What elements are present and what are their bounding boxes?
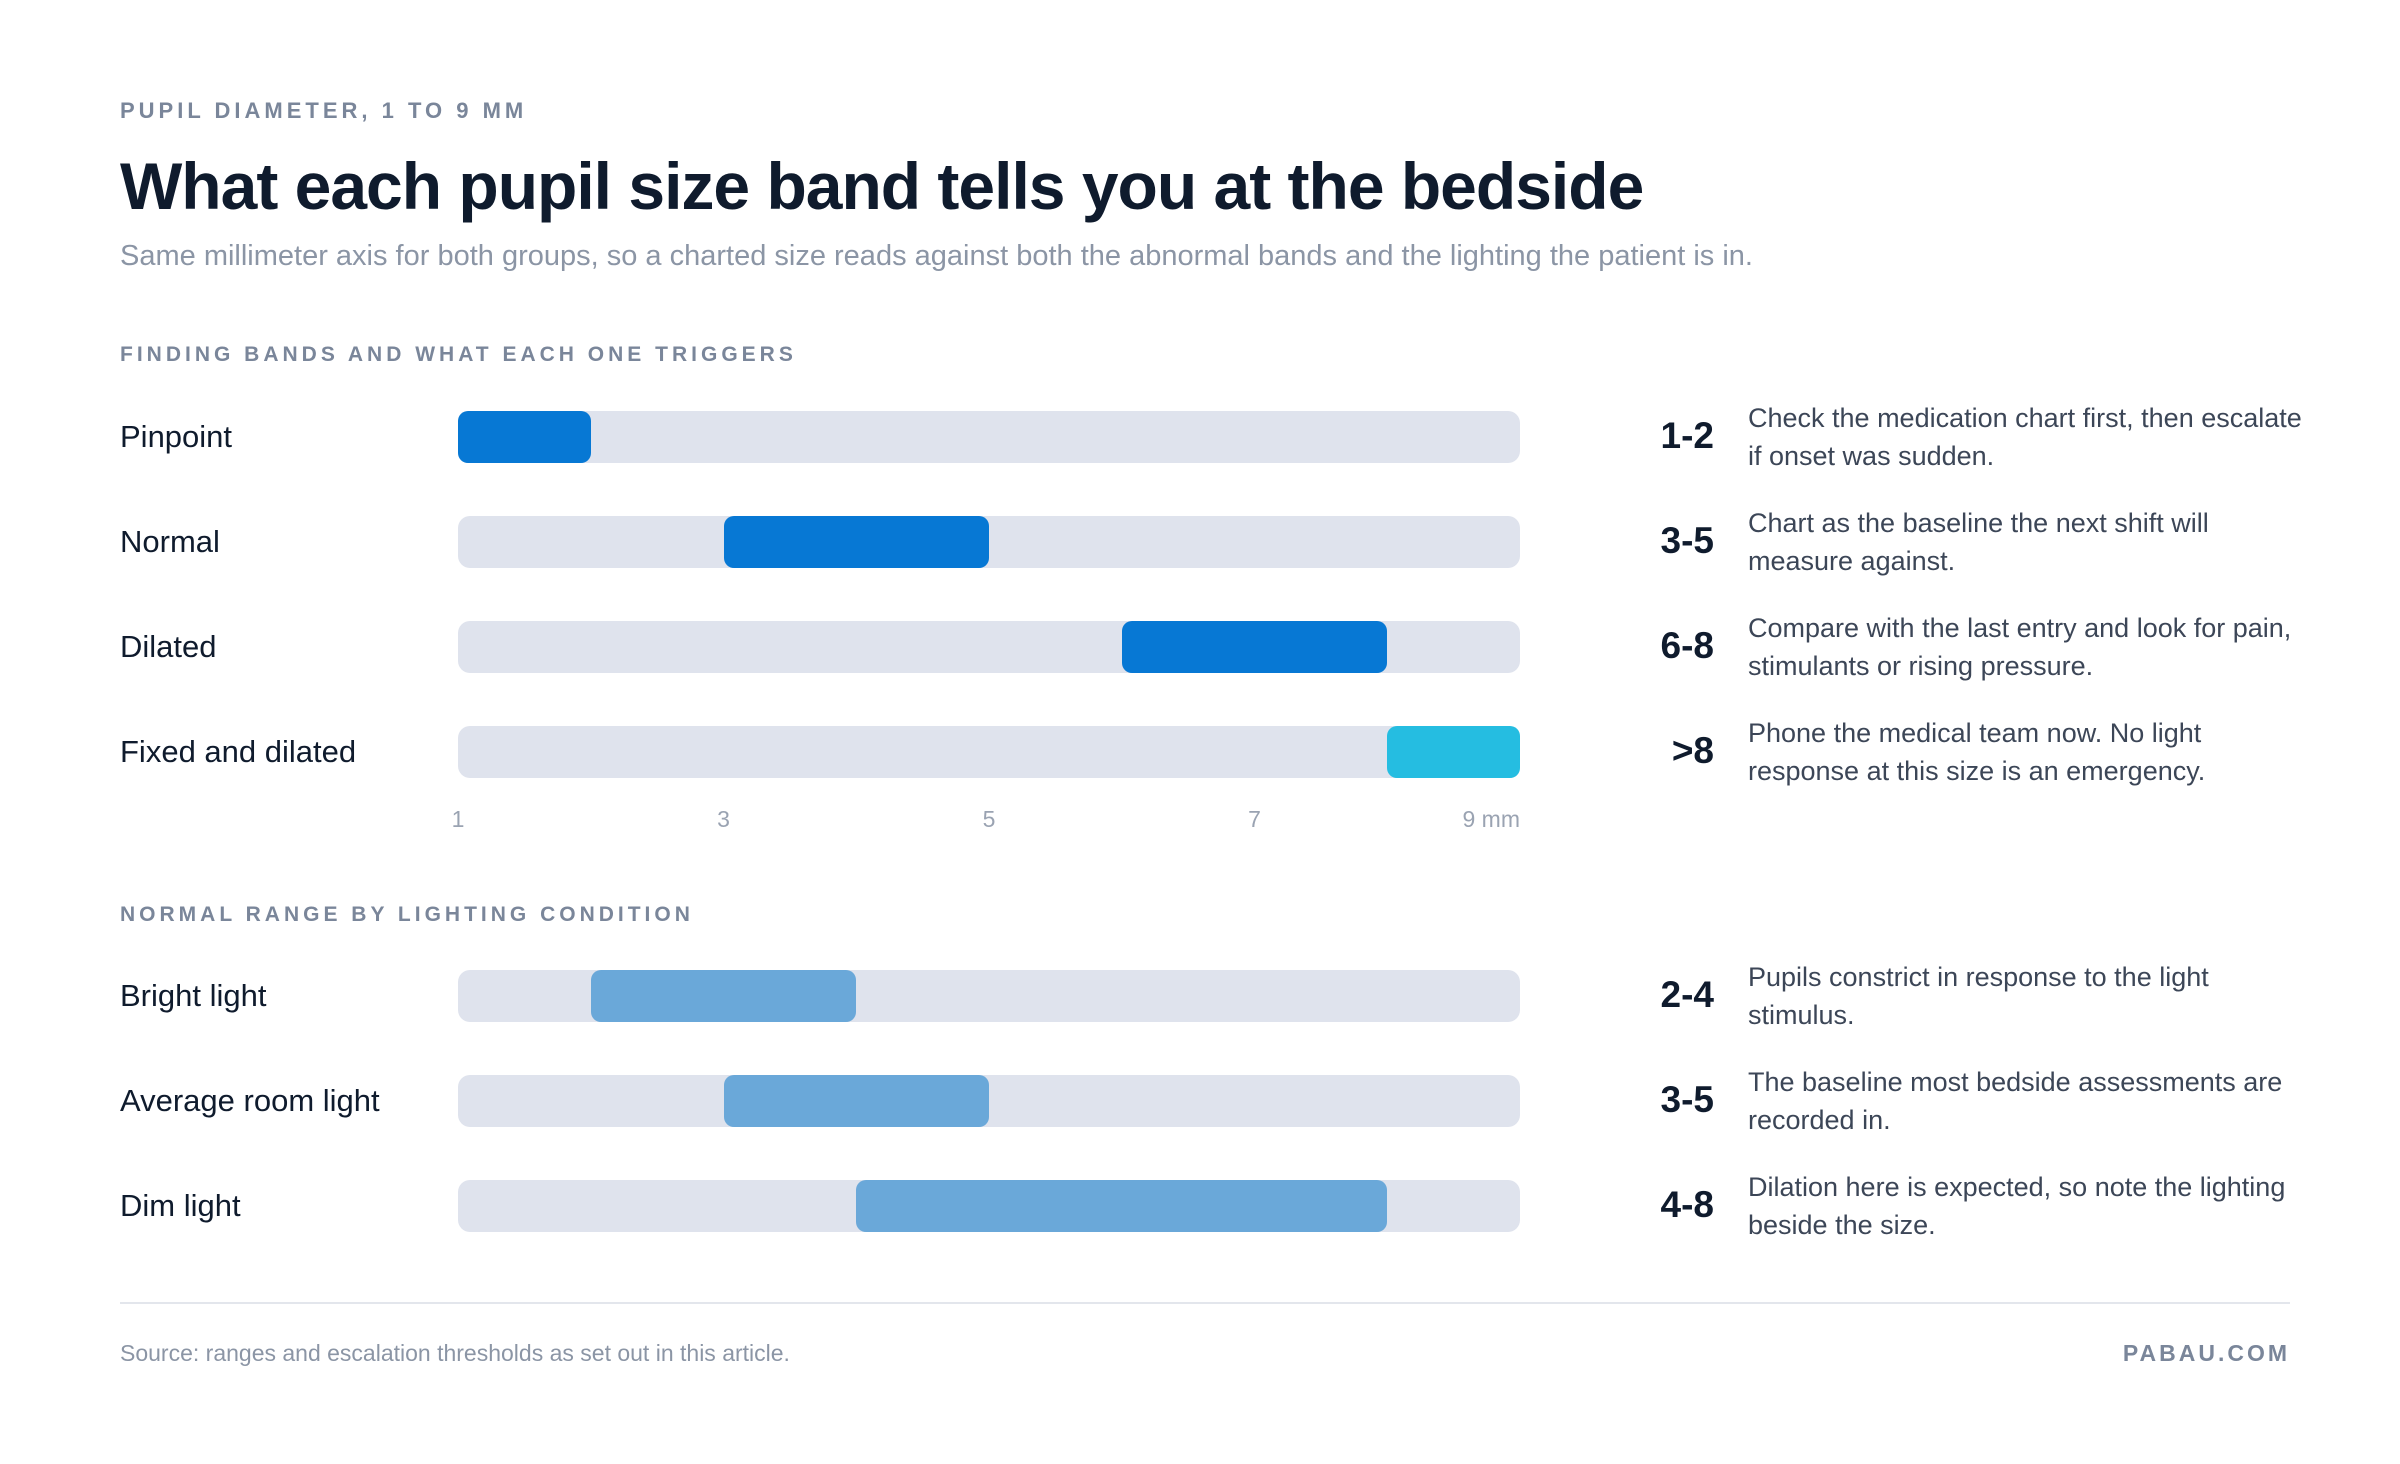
bar-fill (1387, 726, 1520, 778)
source-note: Source: ranges and escalation thresholds… (120, 1340, 790, 1366)
bar-fill (1121, 621, 1388, 673)
range-note: Pupils constrict in response to the ligh… (1748, 962, 2209, 1030)
axis-tick-label: 5 (982, 806, 996, 832)
range-value: 4-8 (1660, 1184, 1714, 1225)
bar-fill (856, 1180, 1388, 1232)
axis-tick-label: 7 (1248, 806, 1261, 832)
range-note: Phone the medical team now. No light res… (1748, 718, 2206, 786)
divider (120, 1302, 2290, 1304)
range-value: 2-4 (1660, 974, 1714, 1015)
range-value: 6-8 (1660, 625, 1714, 666)
range-note: Chart as the baseline the next shift wil… (1748, 508, 2209, 576)
bar-track (458, 1180, 1520, 1232)
section-title: FINDING BANDS AND WHAT EACH ONE TRIGGERS (120, 343, 797, 366)
bar-track (458, 516, 1520, 568)
bar-fill (458, 411, 591, 463)
row-label: Dim light (120, 1188, 241, 1223)
row-label: Fixed and dilated (120, 734, 357, 769)
row-label: Dilated (120, 629, 217, 664)
range-note: Compare with the last entry and look for… (1748, 613, 2292, 681)
row-label: Bright light (120, 978, 267, 1013)
bar-track (458, 726, 1520, 778)
range-value: 3-5 (1660, 1079, 1714, 1120)
row-label: Pinpoint (120, 419, 233, 454)
bar-track (458, 970, 1520, 1022)
range-note: Dilation here is expected, so note the l… (1748, 1172, 2286, 1240)
axis-tick-label: 3 (717, 806, 730, 832)
brand-label: PABAU.COM (2122, 1340, 2290, 1366)
bar-track (458, 621, 1520, 673)
eyebrow: PUPIL DIAMETER, 1 TO 9 MM (120, 98, 528, 123)
range-value: >8 (1671, 730, 1714, 771)
bar-fill (590, 970, 857, 1022)
bar-fill (723, 516, 989, 568)
subtitle: Same millimeter axis for both groups, so… (120, 240, 1753, 272)
bar-track (458, 411, 1520, 463)
axis-tick-label: 1 (451, 806, 465, 832)
bar-track (458, 1075, 1520, 1127)
axis-tick-label: 9 mm (1462, 806, 1521, 832)
bar-fill (723, 1075, 989, 1127)
range-note: The baseline most bedside assessments ar… (1748, 1067, 2283, 1135)
page-title: What each pupil size band tells you at t… (120, 149, 1644, 223)
range-note: Check the medication chart first, then e… (1748, 403, 2302, 471)
row-label: Normal (120, 524, 220, 559)
row-label: Average room light (120, 1083, 380, 1118)
range-value: 3-5 (1660, 520, 1714, 561)
range-value: 1-2 (1660, 415, 1714, 456)
section-title: NORMAL RANGE BY LIGHTING CONDITION (120, 903, 694, 926)
